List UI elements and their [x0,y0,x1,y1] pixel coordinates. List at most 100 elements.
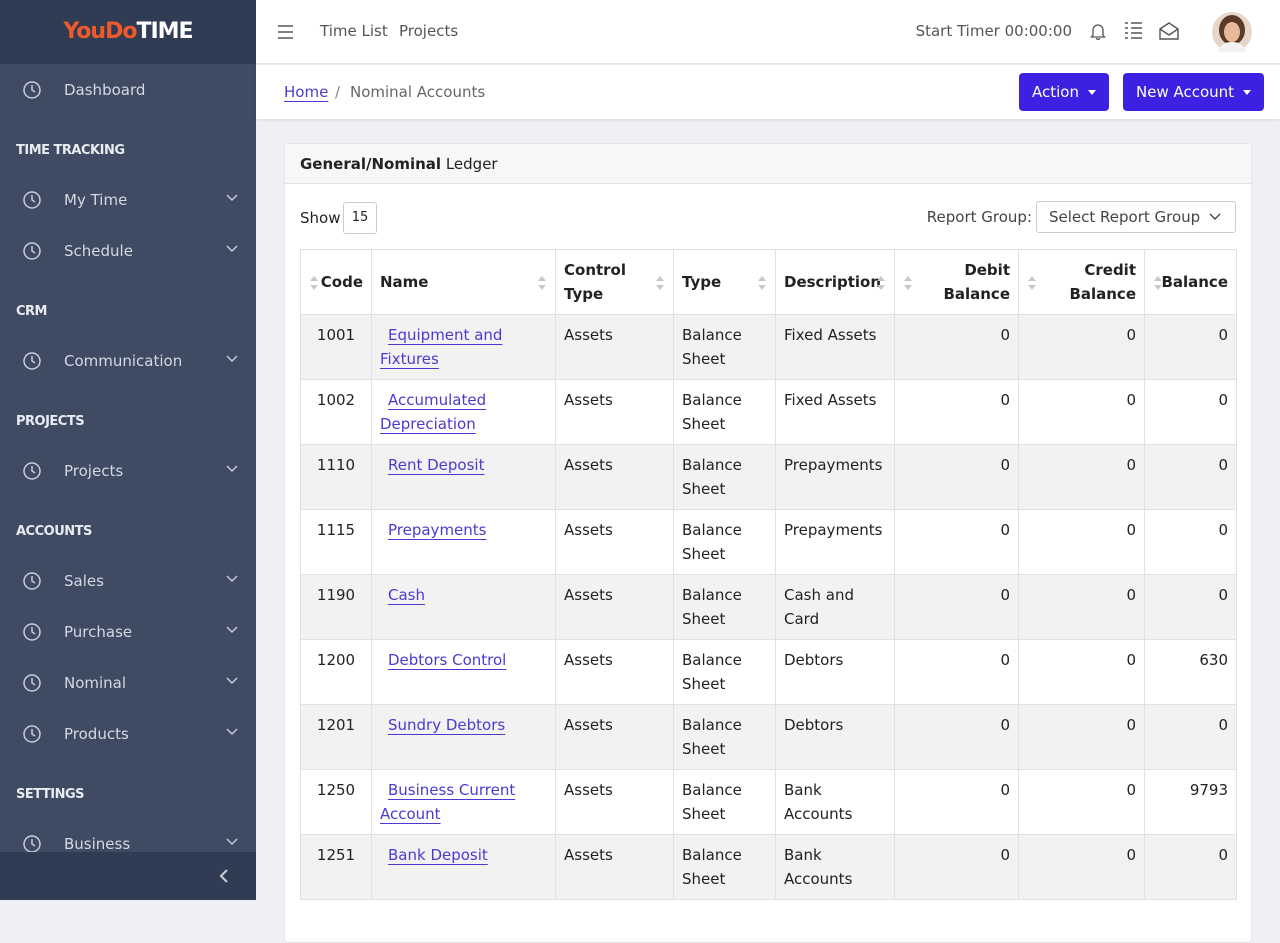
sidebar-item-label: Purchase [64,623,133,641]
column-header[interactable]: Balance [1144,249,1237,315]
table-cell: 0 [1018,574,1145,640]
table-cell: Bank Accounts [775,834,895,900]
table-cell: 0 [1018,444,1145,510]
card-title-bold: General/Nominal [300,155,442,173]
action-button[interactable]: Action [1019,73,1109,111]
account-link[interactable]: Cash [388,586,425,604]
sidebar-item[interactable]: Communication [0,341,256,381]
column-header[interactable]: Control Type [555,249,674,315]
table-cell: 1002 [300,379,372,445]
sidebar-item[interactable]: Nominal [0,663,256,703]
sort-icon [758,276,766,290]
account-link[interactable]: Equipment and Fixtures [380,326,503,368]
table-cell: Prepayments [775,509,895,575]
sidebar-icon [23,81,41,99]
table-cell: Cash [371,574,556,640]
show-label: Show [300,209,341,227]
breadcrumb-home[interactable]: Home [284,83,329,101]
table-cell: 0 [1144,574,1237,640]
table-cell: 1251 [300,834,372,900]
account-link[interactable]: Rent Deposit [388,456,485,474]
sidebar-item-label: My Time [64,191,128,209]
table-cell: 0 [1144,314,1237,380]
table-row: 1002 Accumulated Depreciation Assets Balanc… [300,379,1237,445]
table-cell: Balance Sheet [673,444,776,510]
table-cell: 1200 [300,639,372,705]
table-cell: Balance Sheet [673,834,776,900]
collapse-bar[interactable] [0,852,256,900]
sidebar-item[interactable]: Schedule [0,231,256,271]
sidebar-item[interactable]: Dashboard [0,70,256,110]
table-body: 1001 Equipment and Fixtures Assets Balance … [300,314,1237,900]
sidebar-item[interactable]: Sales [0,561,256,601]
table-cell: 0 [894,704,1019,770]
sort-icon [656,276,664,290]
table-cell: 0 [1018,379,1145,445]
table-cell: Rent Deposit [371,444,556,510]
sidebar-item[interactable]: My Time [0,180,256,220]
table-cell: 0 [1018,314,1145,380]
chevron [226,728,238,735]
table-cell: 1115 [300,509,372,575]
column-header-label: Credit Balance [1069,261,1136,303]
menu-toggle[interactable] [278,25,294,39]
account-link[interactable]: Prepayments [388,521,487,539]
nav-link[interactable]: Time List [320,22,388,40]
new-account-button[interactable]: New Account [1123,73,1265,111]
accounts-table: Code Name Control Type Type Description Debit… [300,249,1237,900]
list-icon[interactable] [1124,21,1143,41]
column-header[interactable]: Type [673,249,776,315]
sidebar-item[interactable]: Purchase [0,612,256,652]
table-cell: 0 [894,834,1019,900]
table-cell: 1190 [300,574,372,640]
logo-part2: TIME [136,19,193,44]
table-cell: Assets [555,444,674,510]
sidebar-item-label: Dashboard [64,81,146,99]
table-cell: Balance Sheet [673,314,776,380]
table-cell: 0 [1018,704,1145,770]
table-cell: 0 [1018,769,1145,835]
table-cell: Prepayments [775,444,895,510]
table-cell: Debtors Control [371,639,556,705]
table-cell: 0 [1018,639,1145,705]
account-link[interactable]: Accumulated Depreciation [380,391,487,433]
show-select[interactable]: 15 [343,202,377,234]
bell-icon[interactable] [1090,22,1106,40]
chevron [226,575,238,582]
breadcrumb-current: Nominal Accounts [350,83,486,101]
table-cell: Assets [555,769,674,835]
report-group-select[interactable]: Select Report Group [1036,201,1236,233]
table-cell: Assets [555,704,674,770]
account-link[interactable]: Debtors Control [388,651,507,669]
sidebar-icon [23,191,41,209]
table-cell: Assets [555,834,674,900]
column-header[interactable]: Credit Balance [1018,249,1145,315]
sidebar-icon [23,835,41,853]
column-header[interactable]: Name [371,249,556,315]
account-link[interactable]: Business Current Account [380,781,516,823]
sidebar-item[interactable]: Business [0,824,256,864]
nav-link[interactable]: Projects [399,22,459,40]
avatar[interactable] [1212,12,1252,52]
table-cell: 0 [894,379,1019,445]
sidebar-section-title: ACCOUNTS [16,524,92,539]
column-header[interactable]: Description [775,249,895,315]
table-cell: Balance Sheet [673,574,776,640]
sidebar-item[interactable]: Projects [0,451,256,491]
sidebar-item[interactable]: Products [0,714,256,754]
chevron [226,245,238,252]
sort-icon [1028,276,1036,290]
column-header[interactable]: Debit Balance [894,249,1019,315]
collapse-icon [219,869,228,883]
table-cell: 0 [1144,509,1237,575]
mail-icon[interactable] [1159,22,1179,40]
start-timer[interactable]: Start Timer 00:00:00 [915,22,1072,40]
column-header[interactable]: Code [300,249,372,315]
logo[interactable]: YouDoTIME [0,0,256,64]
chevron [1209,213,1221,220]
account-link[interactable]: Sundry Debtors [388,716,506,734]
sort-icon [310,276,318,290]
account-link[interactable]: Bank Deposit [388,846,488,864]
ledger-card: General/Nominal Ledger Show 15 Report Gr… [284,143,1252,943]
